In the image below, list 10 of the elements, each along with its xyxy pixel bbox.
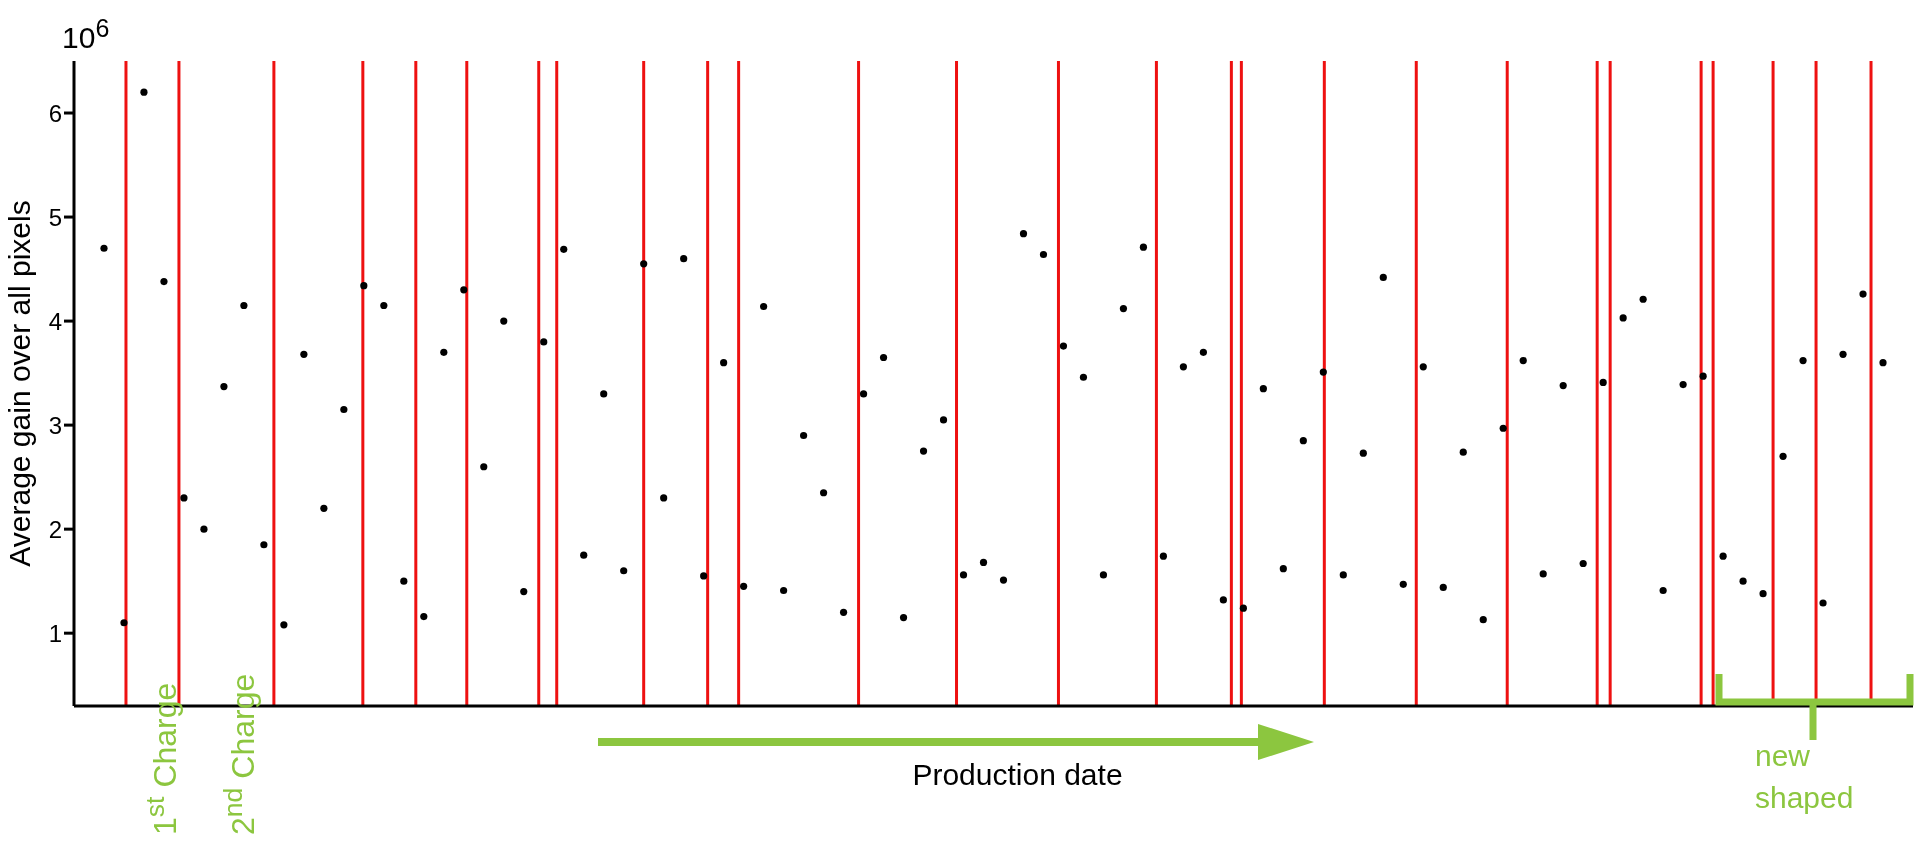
x-axis-title: Production date xyxy=(912,758,1123,791)
y-tick-label: 4 xyxy=(48,307,62,335)
text: new shaped xyxy=(1755,738,1855,816)
y-tick-label: 2 xyxy=(48,515,62,543)
text: 10$^{6}$ xyxy=(62,14,110,55)
y-tick-label: 3 xyxy=(48,411,62,439)
y-axis-title: Average gain over all pixels xyxy=(2,200,36,567)
y-tick-label: 1 xyxy=(48,619,62,647)
y-tick-label: 5 xyxy=(48,203,62,231)
y-tick-label: 6 xyxy=(48,99,62,127)
